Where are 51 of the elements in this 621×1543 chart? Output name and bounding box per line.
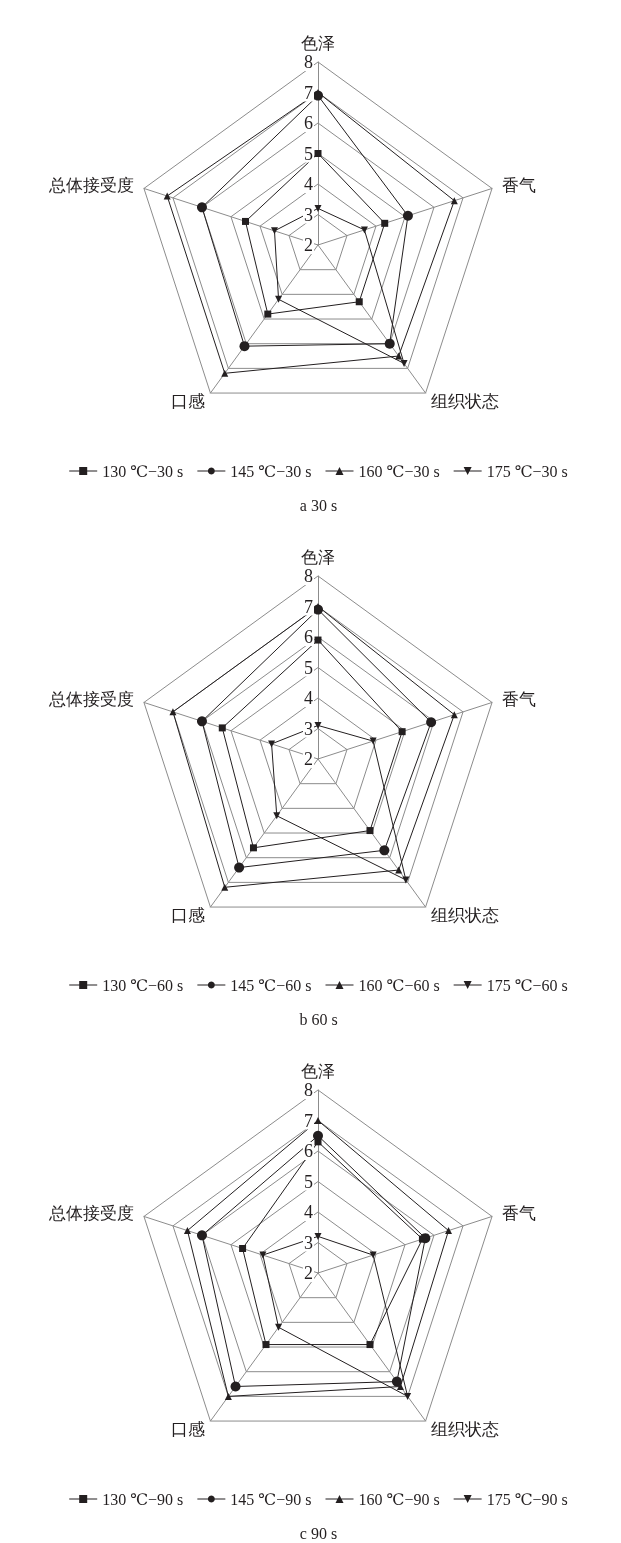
spoke-label: 总体接受度 xyxy=(48,1203,135,1223)
y-tick-label: 5 xyxy=(304,1171,313,1192)
spoke-label: 总体接受度 xyxy=(48,689,135,709)
spoke-label: 色泽 xyxy=(301,548,335,567)
y-tick-label: 6 xyxy=(304,627,313,647)
legend-label: 175 ℃−30 s xyxy=(486,462,568,480)
y-tick-label: 6 xyxy=(304,113,313,133)
y-tick-label: 8 xyxy=(304,52,313,72)
y-tick-label: 2 xyxy=(304,1263,313,1283)
spoke-label: 组织状态 xyxy=(431,1419,500,1439)
spoke-label: 口感 xyxy=(170,391,205,411)
spoke-label: 口感 xyxy=(170,905,205,925)
y-tick-label: 2 xyxy=(304,749,313,769)
y-tick-label: 2 xyxy=(304,235,313,255)
legend-label: 175 ℃−60 s xyxy=(486,976,568,994)
y-tick-label: 4 xyxy=(304,688,313,708)
legend-label: 160 ℃−90 s xyxy=(358,1490,440,1508)
legend-label: 145 ℃−90 s xyxy=(230,1490,312,1508)
legend-label: 130 ℃−60 s xyxy=(102,976,184,994)
y-tick-label: 8 xyxy=(304,1080,313,1100)
spoke-label: 组织状态 xyxy=(431,391,500,411)
spoke-label: 香气 xyxy=(501,1203,536,1223)
spoke-label: 香气 xyxy=(501,689,536,709)
legend-label: 160 ℃−30 s xyxy=(358,462,440,480)
y-tick-label: 3 xyxy=(304,1232,313,1253)
y-tick-label: 7 xyxy=(304,82,313,103)
y-tick-label: 5 xyxy=(304,657,313,678)
y-tick-label: 6 xyxy=(304,1141,313,1161)
text: c 90 s xyxy=(299,1524,338,1542)
spoke-label: 总体接受度 xyxy=(48,175,135,195)
spoke-label: 组织状态 xyxy=(431,905,500,925)
legend-label: 175 ℃−90 s xyxy=(486,1490,568,1508)
legend-label: 145 ℃−30 s xyxy=(230,462,312,480)
y-tick-label: 3 xyxy=(304,204,313,225)
text: b 60 s xyxy=(299,1010,338,1028)
y-tick-label: 4 xyxy=(304,1202,313,1222)
spoke-label: 色泽 xyxy=(301,34,335,53)
legend-label: 160 ℃−60 s xyxy=(358,976,440,994)
spoke-label: 口感 xyxy=(170,1419,205,1439)
legend-label: 130 ℃−30 s xyxy=(102,462,184,480)
y-tick-label: 5 xyxy=(304,143,313,164)
y-tick-label: 7 xyxy=(304,596,313,617)
y-tick-label: 8 xyxy=(304,566,313,586)
spoke-label: 香气 xyxy=(501,175,536,195)
legend-label: 130 ℃−90 s xyxy=(102,1490,184,1508)
text: a 30 s xyxy=(299,496,338,514)
legend-label: 145 ℃−60 s xyxy=(230,976,312,994)
y-tick-label: 4 xyxy=(304,174,313,194)
spoke-label: 色泽 xyxy=(301,1062,335,1081)
y-tick-label: 7 xyxy=(304,1110,313,1131)
y-tick-label: 3 xyxy=(304,718,313,739)
